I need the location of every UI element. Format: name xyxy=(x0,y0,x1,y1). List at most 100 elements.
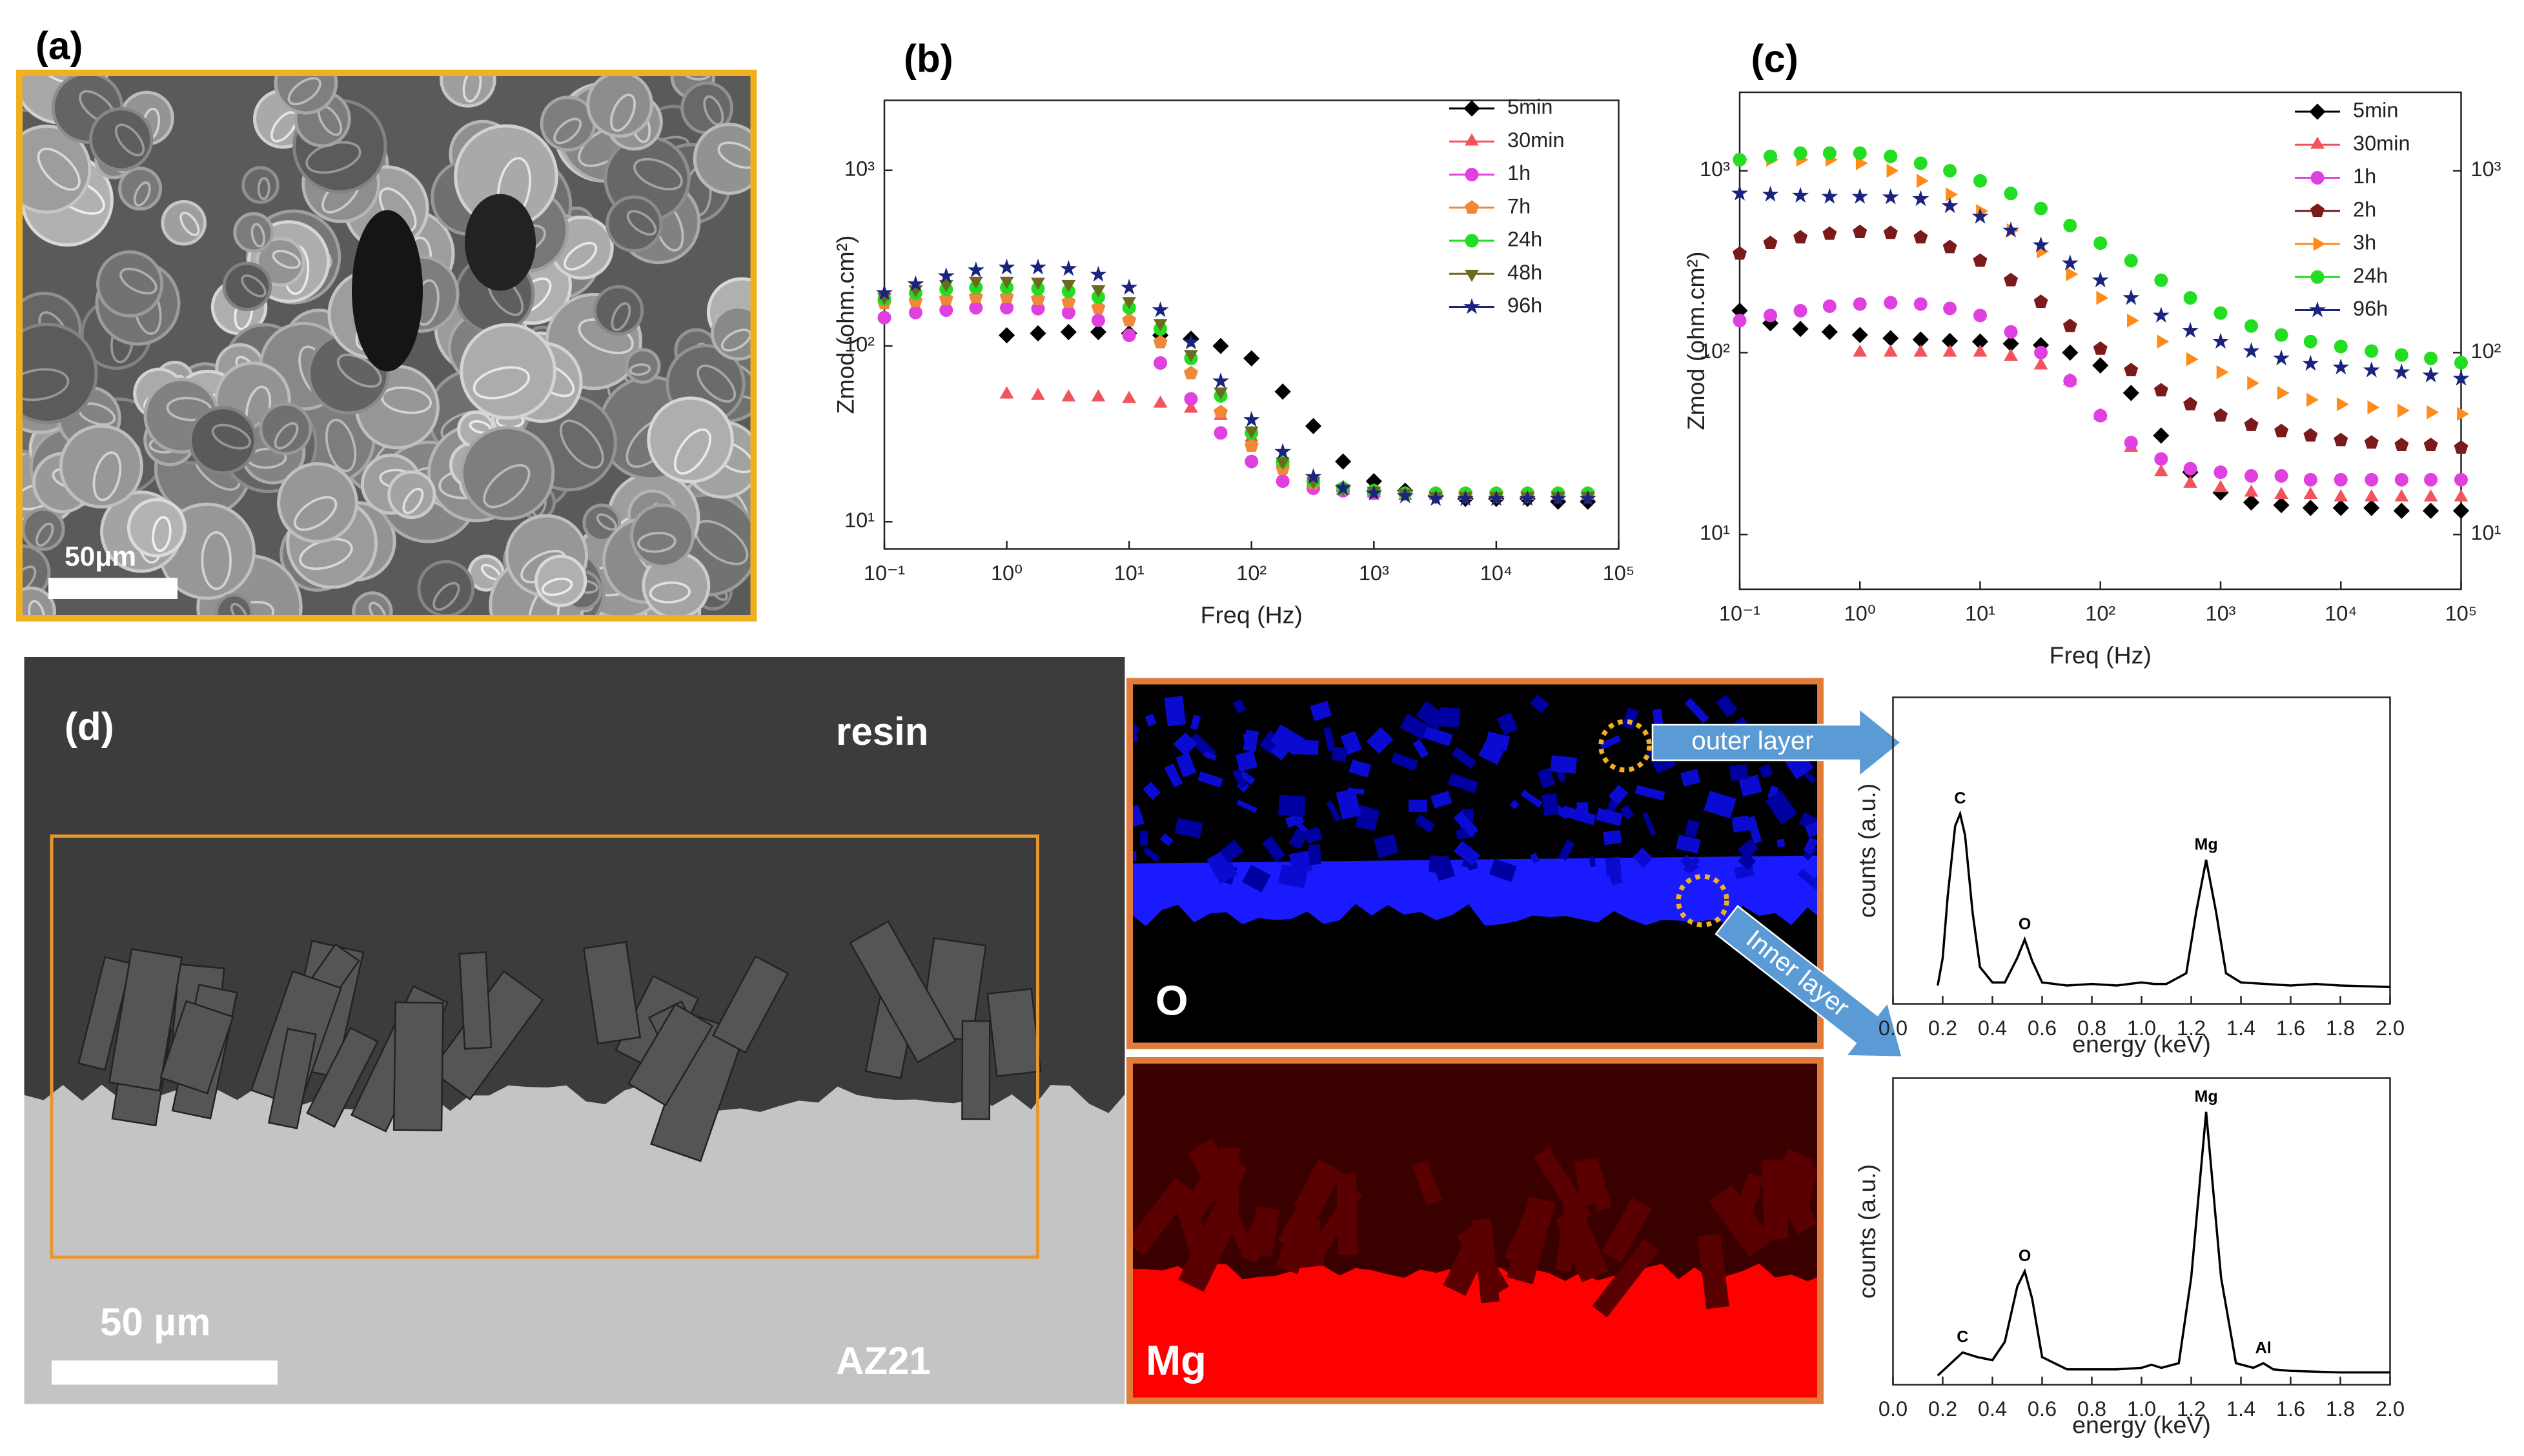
marker xyxy=(1822,299,1837,313)
marker xyxy=(1060,259,1077,276)
flake xyxy=(462,76,482,103)
peak-label: C xyxy=(1954,789,1966,807)
oxygen-speck xyxy=(1219,839,1244,864)
cross-section-texture xyxy=(24,920,1125,1404)
crystal xyxy=(986,987,1042,1077)
marker xyxy=(999,386,1014,399)
crystal xyxy=(712,955,789,1054)
marker xyxy=(1853,225,1868,238)
oxygen-speck xyxy=(1412,739,1429,759)
flake xyxy=(255,237,305,287)
mg-speck xyxy=(1784,1164,1817,1223)
flake xyxy=(92,451,122,501)
marker xyxy=(1031,278,1045,290)
marker xyxy=(1334,453,1352,470)
marker xyxy=(1913,230,1928,244)
marker xyxy=(1365,472,1382,490)
flake xyxy=(270,111,298,143)
mg-speck xyxy=(1443,1242,1487,1296)
flake xyxy=(625,348,661,384)
oxygen-speck xyxy=(1530,853,1540,864)
marker xyxy=(1153,395,1168,408)
marker xyxy=(2183,396,2198,410)
flake xyxy=(606,195,663,253)
marker xyxy=(1154,356,1168,370)
oxygen-speck xyxy=(1308,844,1321,865)
oxygen-speck xyxy=(1331,747,1348,762)
flake xyxy=(417,560,475,615)
marker xyxy=(2244,417,2259,431)
x-axis-label: Freq (Hz) xyxy=(2050,642,2152,669)
marker xyxy=(1946,187,1959,202)
oxygen-speck xyxy=(1285,813,1305,828)
oxygen-speck xyxy=(1746,816,1762,844)
oxygen-speck xyxy=(1608,784,1629,805)
legend-marker xyxy=(2309,301,2326,318)
oxygen-speck xyxy=(1399,713,1430,740)
crystal xyxy=(306,1026,379,1128)
oxygen-speck xyxy=(1310,700,1332,722)
oxygen-speck xyxy=(1232,769,1247,789)
x-tick-label: 0.2 xyxy=(1928,1397,1957,1421)
marker xyxy=(2303,428,2318,442)
y2-tick-label: 10¹ xyxy=(2471,521,2501,545)
x-tick-label: 1.0 xyxy=(2127,1016,2156,1040)
oxygen-speck xyxy=(1356,804,1380,816)
marker xyxy=(1245,454,1259,469)
flake xyxy=(647,396,734,483)
legend-label: 96h xyxy=(2353,297,2388,320)
marker xyxy=(2092,357,2109,374)
marker xyxy=(1912,190,1929,207)
oxygen-speck xyxy=(1520,789,1543,808)
marker xyxy=(1519,490,1536,506)
x-tick-label: 0.4 xyxy=(1978,1397,2007,1421)
oxygen-speck xyxy=(1453,840,1481,866)
marker xyxy=(1457,490,1474,506)
flake xyxy=(28,600,46,615)
marker xyxy=(1243,410,1260,427)
oxygen-speck xyxy=(1139,830,1148,845)
crystal xyxy=(159,1000,234,1095)
oxygen-speck xyxy=(1430,791,1452,809)
flake xyxy=(188,406,258,475)
legend-marker xyxy=(1465,234,1479,248)
marker xyxy=(1821,323,1838,340)
flake xyxy=(114,123,145,157)
flake xyxy=(230,603,248,615)
oxygen-speck xyxy=(1758,763,1773,778)
oxygen-speck xyxy=(1684,819,1700,838)
marker xyxy=(1365,484,1383,501)
marker xyxy=(1122,297,1137,310)
marker xyxy=(1882,330,1899,347)
oxygen-speck xyxy=(1737,838,1759,860)
marker xyxy=(2186,352,2199,367)
oxygen-speck xyxy=(1356,809,1379,831)
marker xyxy=(2332,358,2350,375)
y-tick-label: 10³ xyxy=(1700,157,1730,181)
legend-label: 96h xyxy=(1507,294,1542,317)
oxygen-speck xyxy=(1439,707,1461,727)
flake xyxy=(287,77,321,106)
mg-substrate xyxy=(1133,1263,1817,1398)
x-tick-label: 10⁰ xyxy=(991,561,1023,585)
marker xyxy=(1243,350,1260,367)
marker xyxy=(1884,149,1898,163)
marker xyxy=(2302,354,2319,371)
marker xyxy=(1912,331,1929,348)
marker xyxy=(1822,226,1837,240)
marker xyxy=(876,284,893,301)
marker xyxy=(967,261,984,278)
oxygen-speck xyxy=(1197,771,1223,788)
oxygen-speck xyxy=(1765,790,1798,825)
oxygen-speck xyxy=(1620,804,1634,820)
oxygen-speck xyxy=(1716,694,1738,718)
marker xyxy=(1942,239,1957,254)
mg-speck xyxy=(1239,1217,1272,1263)
marker xyxy=(1886,163,1899,178)
marker xyxy=(2062,344,2079,361)
legend-marker xyxy=(2310,171,2325,185)
marker xyxy=(1762,185,1779,202)
flake xyxy=(630,503,695,568)
marker xyxy=(1061,389,1076,401)
marker xyxy=(1883,225,1898,239)
